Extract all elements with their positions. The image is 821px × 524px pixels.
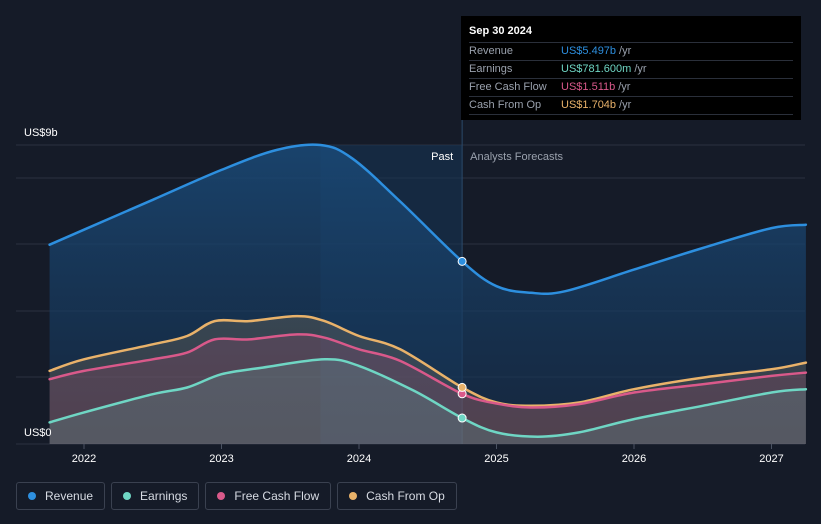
series-lines <box>48 143 808 438</box>
legend-item-cash-from-op[interactable]: Cash From Op <box>337 482 457 510</box>
tooltip-row-earnings: Earnings US$781.600m /yr <box>469 61 793 79</box>
legend-label: Earnings <box>140 489 188 503</box>
legend-dot-icon <box>28 492 36 500</box>
series-areas <box>49 144 806 444</box>
legend-item-revenue[interactable]: Revenue <box>16 482 106 510</box>
tooltip-row-revenue: Revenue US$5.497b /yr <box>469 43 793 61</box>
chart-legend: Revenue Earnings Free Cash Flow Cash Fro… <box>16 482 457 512</box>
legend-item-free-cash-flow[interactable]: Free Cash Flow <box>205 482 332 510</box>
area-earnings <box>49 359 806 444</box>
x-tick-label: 2023 <box>209 453 233 465</box>
tooltip-label: Free Cash Flow <box>469 81 547 93</box>
legend-dot-icon <box>217 492 226 500</box>
y-axis-top-label: US$9b <box>24 127 58 139</box>
x-tick-label: 2022 <box>72 453 96 465</box>
tooltip-value: US$781.600m <box>561 63 632 75</box>
x-tick-label: 2026 <box>622 453 646 465</box>
y-axis-bottom-label: US$0 <box>24 427 52 439</box>
legend-label: Cash From Op <box>366 489 445 503</box>
legend-label: Revenue <box>45 489 94 503</box>
tooltip-label: Revenue <box>469 45 514 57</box>
line-earnings <box>48 358 808 438</box>
x-tick-label: 2027 <box>759 453 783 465</box>
axis-labels: US$9b US$0 2022 2023 2024 2025 2026 2027 Past Ana… <box>24 127 784 465</box>
marker-earnings <box>457 413 467 423</box>
legend-dot-icon <box>349 492 358 500</box>
x-tick-label: 2025 <box>484 453 508 465</box>
past-label: Past <box>431 151 453 163</box>
line-cash-from-op <box>48 314 808 408</box>
tooltip-value: US$1.511b <box>561 81 616 93</box>
tooltip-unit: /yr <box>634 63 647 75</box>
tooltip-label: Cash From Op <box>469 99 542 111</box>
tooltip-value: US$1.704b <box>561 99 617 111</box>
tooltip-unit: /yr <box>619 99 632 111</box>
line-revenue <box>48 143 808 296</box>
area-free-cash-flow <box>49 334 806 444</box>
tooltip-value: US$5.497b <box>561 45 617 57</box>
tooltip-panel: Sep 30 2024 Revenue US$5.497b /yr Earnin… <box>461 16 801 120</box>
tooltip-date: Sep 30 2024 <box>469 24 793 43</box>
forecast-label: Analysts Forecasts <box>470 151 563 163</box>
x-tick-label: 2024 <box>347 453 371 465</box>
tooltip-label: Earnings <box>469 63 513 75</box>
tooltip-unit: /yr <box>619 45 632 57</box>
area-revenue <box>49 144 806 444</box>
legend-label: Free Cash Flow <box>234 489 320 503</box>
line-free-cash-flow <box>48 333 808 409</box>
legend-dot-icon <box>123 492 132 500</box>
marker-cash-from-op <box>457 382 467 392</box>
area-cash-from-op <box>49 316 806 444</box>
tooltip-unit: /yr <box>618 81 631 93</box>
tooltip-row-cash-from-op: Cash From Op US$1.704b /yr <box>469 97 793 115</box>
legend-item-earnings[interactable]: Earnings <box>111 482 200 510</box>
marker-revenue <box>457 256 467 266</box>
highlight-markers <box>457 256 467 423</box>
tooltip-row-free-cash-flow: Free Cash Flow US$1.511b /yr <box>469 79 793 97</box>
